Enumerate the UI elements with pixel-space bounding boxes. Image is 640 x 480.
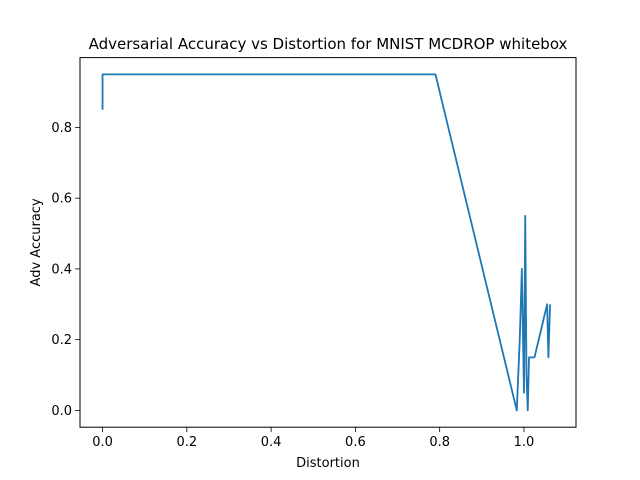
y-tick-label: 0.6	[51, 192, 72, 207]
series-layer	[101, 73, 551, 412]
x-tick-label: 0.8	[429, 435, 450, 450]
x-tick-label: 0.2	[176, 435, 197, 450]
series-line-0	[101, 73, 551, 412]
x-tick-label: 0.6	[345, 435, 366, 450]
plot-frame	[79, 57, 577, 428]
y-tick-label: 0.8	[51, 121, 72, 136]
x-axis-label: Distortion	[296, 456, 360, 471]
x-axis-ticks: 0.0 0.2 0.4 0.6 0.8 1.0	[92, 427, 534, 450]
y-tick-label: 0.0	[51, 404, 72, 419]
x-tick-label: 0.4	[261, 435, 282, 450]
x-tick-label: 1.0	[514, 435, 535, 450]
y-tick-label: 0.4	[51, 262, 72, 277]
y-axis-label: Adv Accuracy	[29, 198, 44, 286]
y-tick-label: 0.2	[51, 333, 72, 348]
y-axis-ticks: 0.0 0.2 0.4 0.6 0.8	[51, 121, 80, 419]
x-tick-label: 0.0	[92, 435, 113, 450]
chart-title: Adversarial Accuracy vs Distortion for M…	[89, 35, 568, 53]
